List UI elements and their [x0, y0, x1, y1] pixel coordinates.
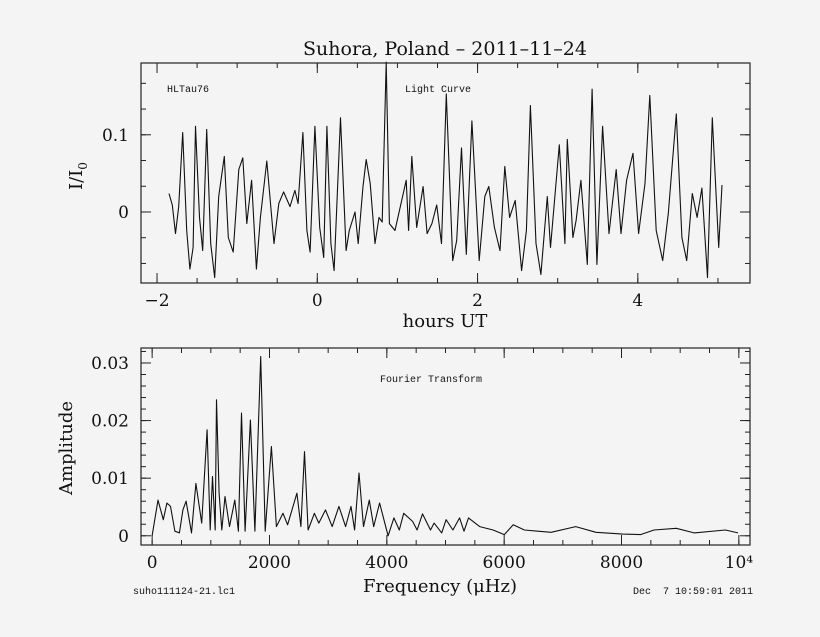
x-tick-label: 2000: [248, 553, 291, 573]
x-axis-label: Frequency (μHz): [363, 576, 517, 597]
object-label: HLTau76: [167, 85, 209, 96]
x-tick-label: 4: [632, 291, 643, 311]
x-tick-label: 4000: [365, 553, 408, 573]
footer-filename: suho111124-21.lc1: [133, 586, 235, 598]
x-tick-label: 8000: [600, 553, 643, 573]
y-tick-label: 0.01: [91, 469, 129, 489]
x-tick-label: 6000: [483, 553, 526, 573]
y-tick-label: 0: [118, 203, 129, 223]
panel-label: Fourier Transform: [380, 374, 482, 386]
fourier-amplitude-line: [151, 356, 739, 537]
y-axis-label-subscript: 0: [76, 162, 90, 170]
chart-title: Suhora, Poland – 2011–11–24: [303, 38, 587, 60]
light-curve-line: [168, 61, 723, 279]
x-tick-label: 2: [472, 291, 483, 311]
y-axis-label-main: I/I: [66, 170, 87, 190]
y-tick-label: 0.03: [91, 354, 129, 374]
footer-timestamp: Dec 7 10:59:01 2011: [633, 587, 753, 598]
panel-label: Light Curve: [405, 84, 471, 96]
y-tick-label: 0.1: [102, 126, 129, 146]
x-tick-label: −2: [144, 291, 169, 311]
y-axis-label: I/I0: [66, 162, 90, 190]
y-axis-label: Amplitude: [56, 401, 77, 496]
x-tick-label: 10⁴: [725, 553, 754, 573]
light-curve-panel: HLTau76 Light Curve hours UT I/I0 −2 0 2 40…: [66, 61, 751, 332]
x-axis-label: hours UT: [403, 311, 488, 332]
y-tick-label: 0: [118, 527, 129, 547]
x-tick-label: 0: [147, 553, 158, 573]
x-tick-label: 0: [312, 291, 323, 311]
plot-frame: [140, 62, 751, 284]
fourier-transform-panel: Fourier Transform Frequency (μHz) Amplit…: [56, 347, 754, 597]
y-tick-label: 0.02: [91, 412, 129, 432]
